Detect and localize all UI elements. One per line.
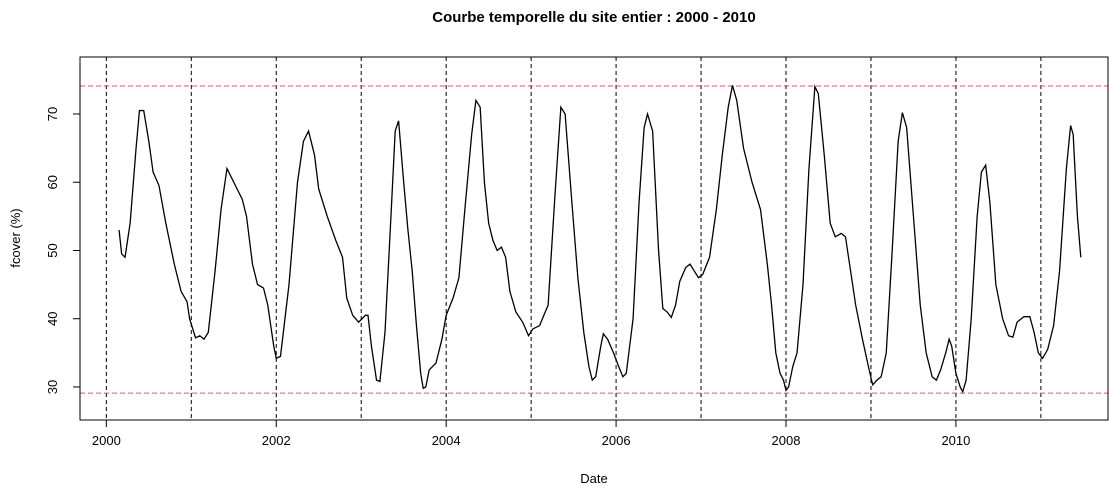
plot-frame: [79, 56, 1109, 421]
x-tick-label: 2004: [432, 433, 461, 448]
y-tick-label: 60: [45, 175, 60, 189]
y-tick-label: 50: [45, 243, 60, 257]
chart-title: Courbe temporelle du site entier : 2000 …: [432, 9, 755, 26]
y-tick-label: 70: [45, 107, 60, 121]
x-axis-label: Date: [580, 471, 607, 486]
y-tick-label: 40: [45, 311, 60, 325]
x-tick-label: 2006: [602, 433, 631, 448]
y-axis-label: fcover (%): [8, 208, 23, 267]
x-tick-label: 2000: [92, 433, 121, 448]
y-tick-label: 30: [45, 380, 60, 394]
data-line: [118, 84, 1082, 394]
x-tick-label: 2008: [772, 433, 801, 448]
x-tick-label: 2002: [262, 433, 291, 448]
x-tick-label: 2010: [941, 433, 970, 448]
